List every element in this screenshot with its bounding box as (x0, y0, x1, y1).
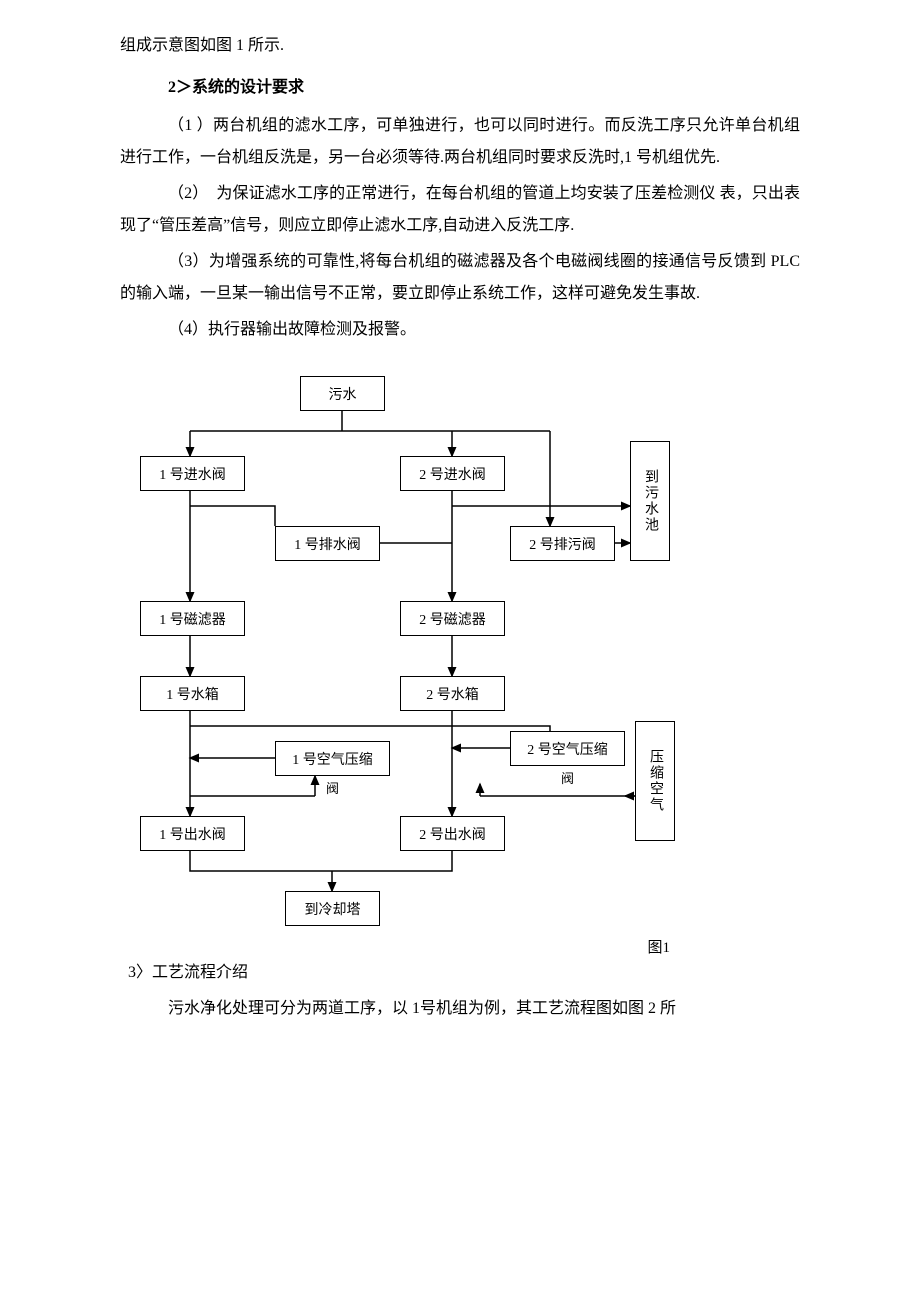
node-kq1-sub: 阀 (275, 778, 390, 797)
node-sx1: 1 号水箱 (140, 676, 245, 711)
node-ci2: 2 号磁滤器 (400, 601, 505, 636)
figure-1-label: 图1 (120, 936, 800, 957)
para-3: （3）为增强系统的可靠性,将每台机组的磁滤器及各个电磁阀线圈的接通信号反馈到 P… (120, 246, 800, 310)
node-pool: 到污水池 (630, 441, 670, 561)
para-1: （1 ）两台机组的滤水工序，可单独进行，也可以同时进行。而反洗工序只允许单台机组… (120, 110, 800, 174)
edge-7 (190, 506, 275, 526)
node-kq1: 1 号空气压缩 (275, 741, 390, 776)
node-kq2: 2 号空气压缩 (510, 731, 625, 766)
node-ci1: 1 号磁滤器 (140, 601, 245, 636)
intro-line: 组成示意图如图 1 所示. (120, 30, 800, 62)
flowchart-figure-1: 污水 1 号进水阀 2 号进水阀 到污水池 1 号排水阀 2 号排污阀 1 号磁滤器 2 号磁… (130, 376, 790, 936)
para-2: （2） 为保证滤水工序的正常进行，在每台机组的管道上均安装了压差检测仪 表，只出… (120, 178, 800, 242)
node-chu1: 1 号出水阀 (140, 816, 245, 851)
node-pai2: 2 号排污阀 (510, 526, 615, 561)
para-5: 污水净化处理可分为两道工序，以 1号机组为例，其工艺流程图如图 2 所 (120, 993, 800, 1025)
node-chu2: 2 号出水阀 (400, 816, 505, 851)
section-2-heading: 2＞系统的设计要求 (120, 72, 800, 104)
edge-15 (190, 726, 550, 731)
section-3-heading: 3〉工艺流程介绍 (120, 957, 800, 989)
node-air: 压缩空气 (635, 721, 675, 841)
para-4: （4）执行器输出故障检测及报警。 (120, 314, 800, 346)
node-cool: 到冷却塔 (285, 891, 380, 926)
node-pai1: 1 号排水阀 (275, 526, 380, 561)
edge-23 (190, 851, 452, 871)
node-jin1: 1 号进水阀 (140, 456, 245, 491)
node-kq2-sub: 阀 (510, 768, 625, 787)
node-jin2: 2 号进水阀 (400, 456, 505, 491)
node-wushui: 污水 (300, 376, 385, 411)
node-sx2: 2 号水箱 (400, 676, 505, 711)
